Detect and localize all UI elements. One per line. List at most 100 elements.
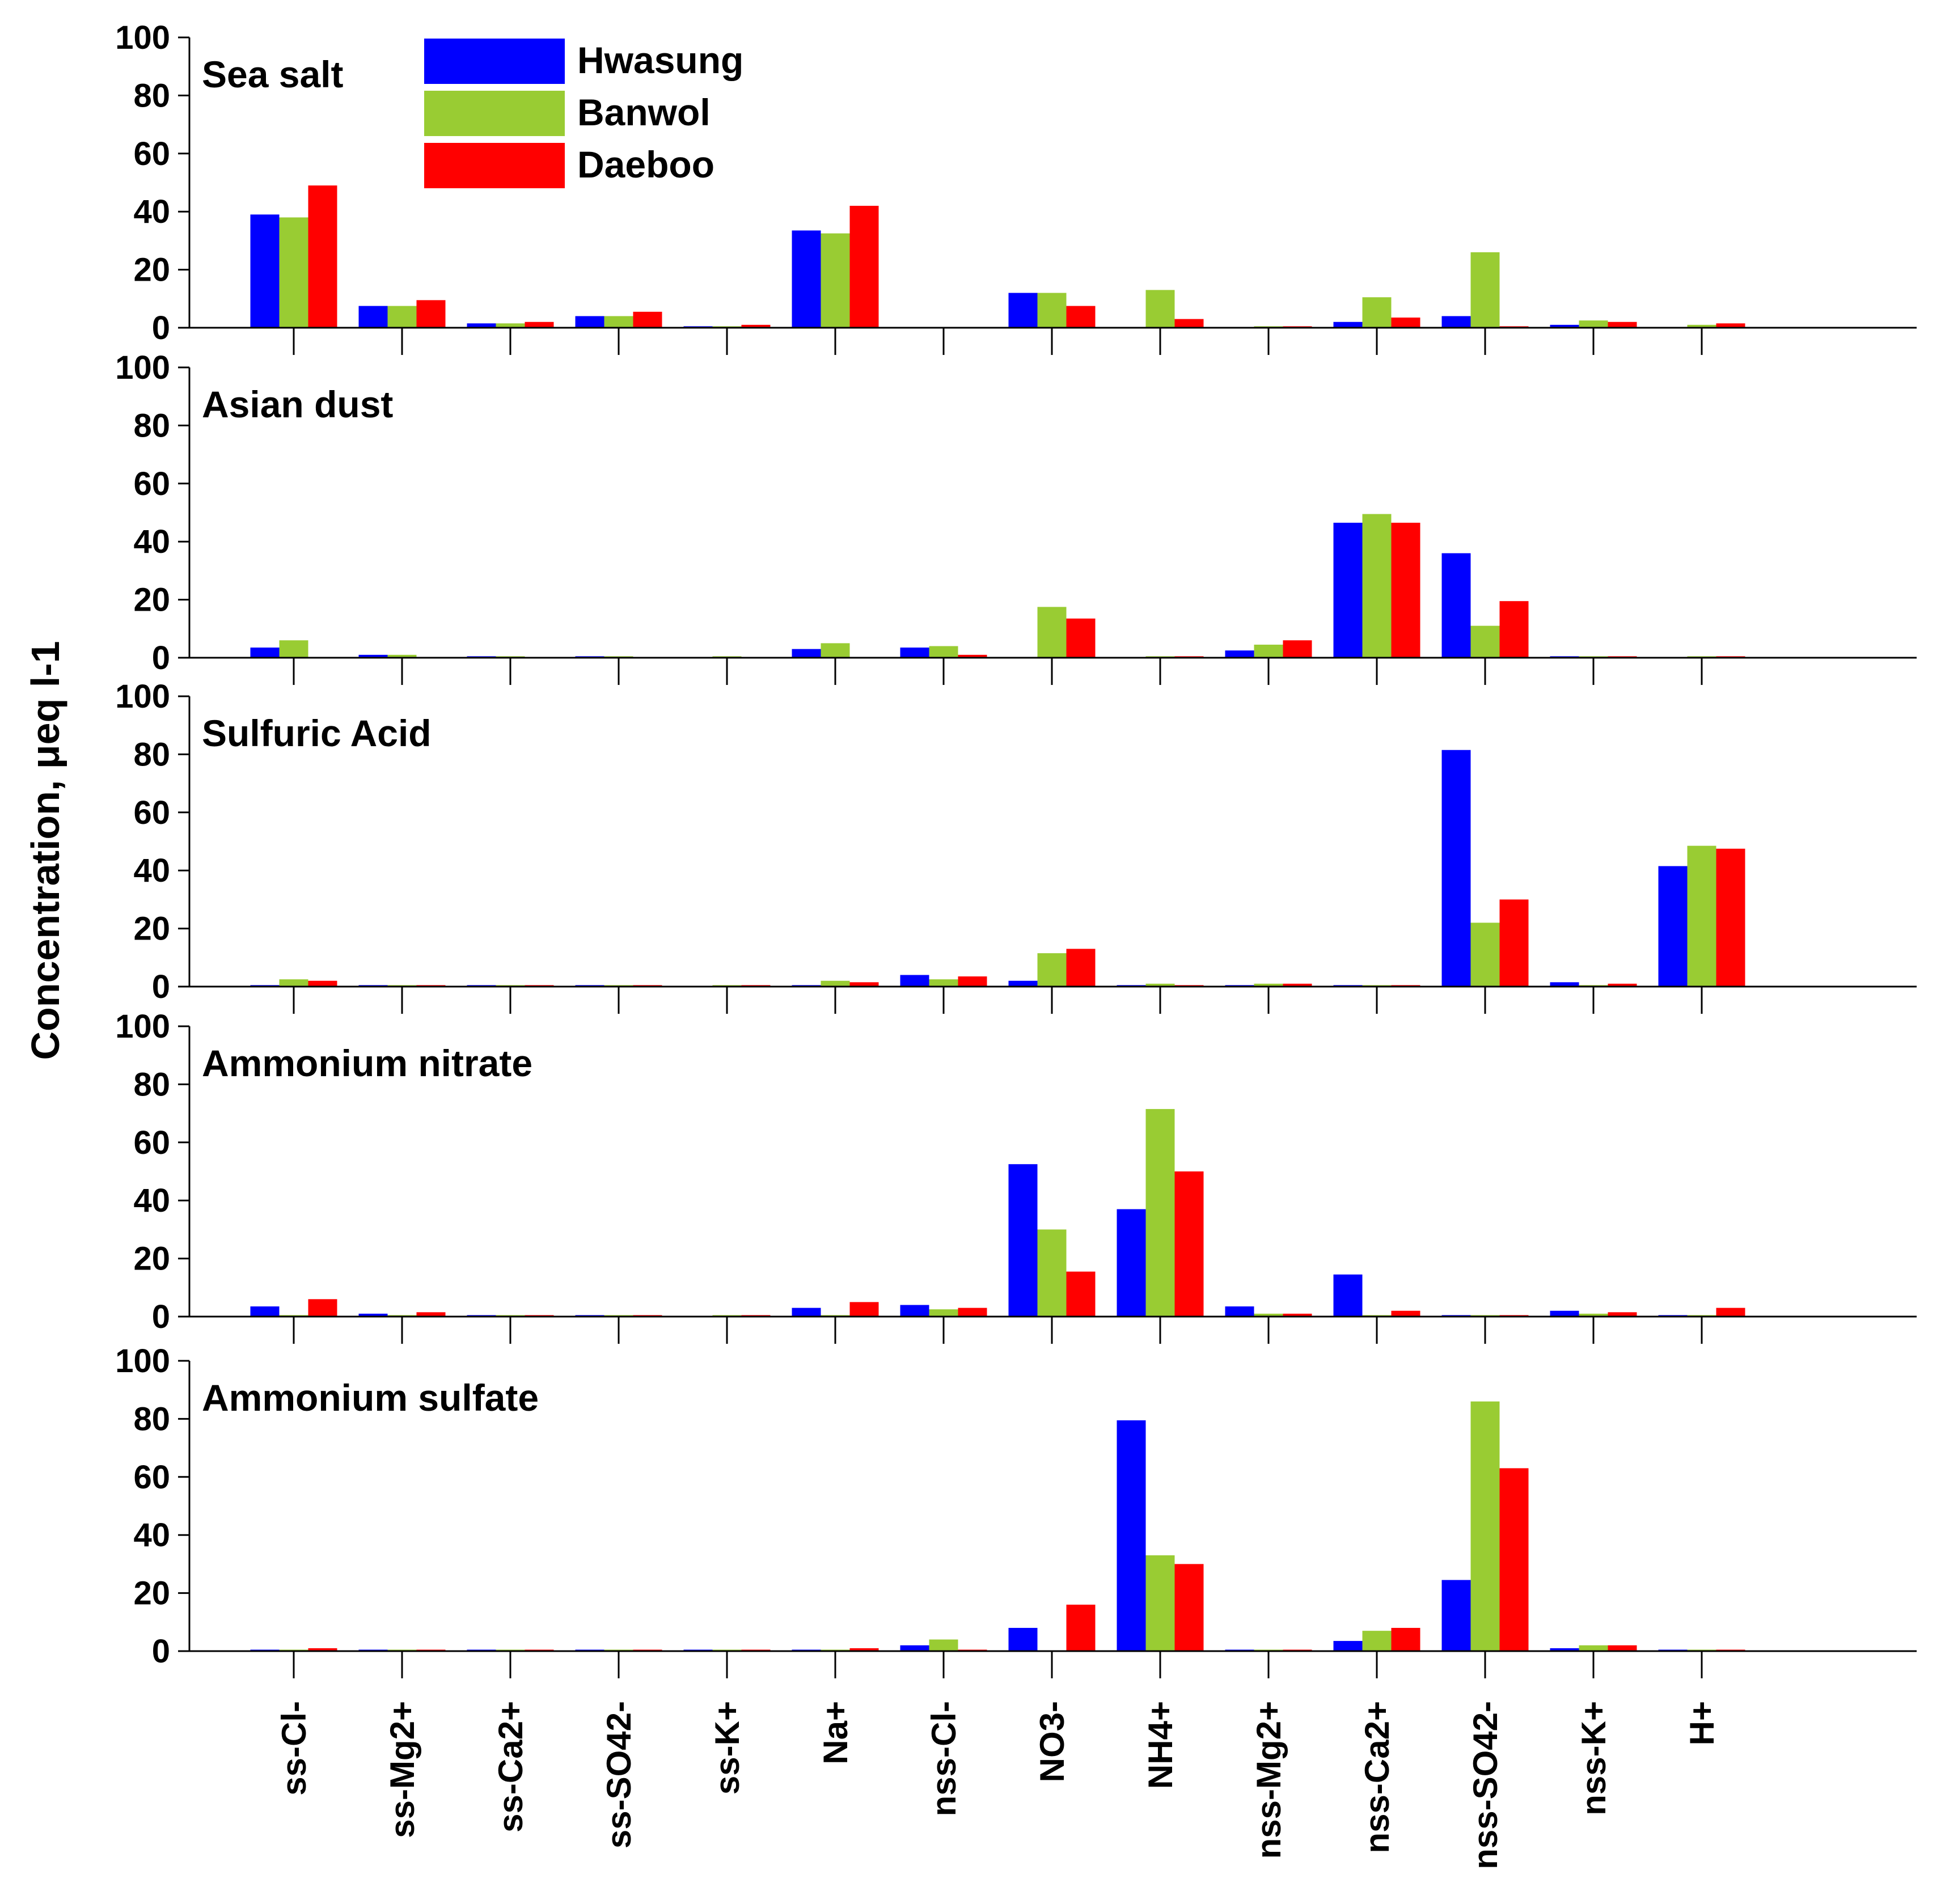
bar-daeboo-11 <box>1391 1310 1420 1317</box>
bar-banwol-11 <box>1362 1631 1392 1651</box>
bar-hwasung-7 <box>900 975 929 987</box>
bar-hwasung-12 <box>1441 553 1471 658</box>
bar-daeboo-8 <box>1066 306 1096 328</box>
bar-banwol-10 <box>1254 644 1283 658</box>
bar-hwasung-10 <box>1225 650 1254 658</box>
bar-hwasung-2 <box>358 306 388 328</box>
y-tick-label: 100 <box>115 19 170 56</box>
bar-hwasung-1 <box>250 648 280 658</box>
bar-hwasung-1 <box>250 1306 280 1317</box>
panel-4: 0 20 40 60 80 100 Ammonium nitrate <box>115 1008 1917 1344</box>
bar-hwasung-7 <box>900 1645 929 1651</box>
bar-daeboo-10 <box>1283 640 1312 658</box>
bar-daeboo-6 <box>849 205 879 328</box>
x-category-label: nss-SO42- <box>1466 1701 1504 1869</box>
y-tick-label: 20 <box>133 1575 170 1612</box>
bar-daeboo-9 <box>1174 1564 1204 1651</box>
panel-2: 0 20 40 60 80 100 Asian dust <box>115 349 1917 685</box>
bar-banwol-7 <box>929 646 958 658</box>
bar-hwasung-12 <box>1441 1580 1471 1651</box>
bar-daeboo-14 <box>1716 848 1745 987</box>
y-tick-label: 80 <box>133 736 170 773</box>
bar-hwasung-6 <box>792 1308 821 1317</box>
bar-daeboo-1 <box>308 1648 337 1651</box>
x-category-label: ss-Mg2+ <box>383 1701 421 1838</box>
x-category-label: ss-Ca2+ <box>492 1701 530 1833</box>
y-tick-label: 0 <box>152 1298 170 1335</box>
bar-hwasung-11 <box>1333 1641 1363 1651</box>
y-tick-label: 20 <box>133 1241 170 1277</box>
bar-hwasung-13 <box>1550 1648 1579 1651</box>
y-tick-label: 100 <box>115 1343 170 1380</box>
bar-hwasung-11 <box>1333 522 1363 658</box>
bar-daeboo-13 <box>1608 1312 1637 1317</box>
bar-hwasung-8 <box>1008 980 1038 987</box>
bar-banwol-1 <box>279 979 308 987</box>
bar-daeboo-6 <box>849 1302 879 1317</box>
bar-hwasung-13 <box>1550 324 1579 328</box>
legend-label-daeboo: Daeboo <box>577 143 714 185</box>
bar-banwol-6 <box>821 980 850 987</box>
bar-hwasung-6 <box>792 230 821 328</box>
bar-banwol-10 <box>1254 1313 1283 1317</box>
bar-banwol-4 <box>604 316 633 328</box>
y-tick-label: 0 <box>152 640 170 676</box>
bar-daeboo-5 <box>741 324 771 328</box>
y-tick-label: 60 <box>133 1459 170 1496</box>
panel-title: Ammonium nitrate <box>202 1042 532 1084</box>
bar-hwasung-10 <box>1225 1306 1254 1317</box>
bar-banwol-8 <box>1037 1229 1067 1317</box>
bar-hwasung-12 <box>1441 316 1471 328</box>
bar-daeboo-8 <box>1066 949 1096 987</box>
bar-banwol-8 <box>1037 293 1067 328</box>
bar-daeboo-1 <box>308 1299 337 1317</box>
bar-hwasung-12 <box>1441 750 1471 987</box>
y-tick-label: 20 <box>133 252 170 289</box>
y-tick-label: 0 <box>152 968 170 1005</box>
bar-banwol-6 <box>821 643 850 658</box>
bar-hwasung-11 <box>1333 321 1363 328</box>
bar-hwasung-8 <box>1008 1628 1038 1651</box>
bar-hwasung-3 <box>467 323 496 328</box>
bar-banwol-11 <box>1362 514 1392 658</box>
y-tick-label: 60 <box>133 466 170 502</box>
bar-banwol-9 <box>1145 1108 1175 1317</box>
y-tick-label: 100 <box>115 1008 170 1045</box>
panel-title: Sulfuric Acid <box>202 712 432 754</box>
bar-daeboo-13 <box>1608 1645 1637 1651</box>
y-tick-label: 80 <box>133 1066 170 1103</box>
bar-daeboo-14 <box>1716 323 1745 328</box>
bar-daeboo-11 <box>1391 1628 1420 1651</box>
x-category-label: H+ <box>1683 1701 1721 1745</box>
bar-daeboo-8 <box>1066 1271 1096 1317</box>
bar-daeboo-13 <box>1608 983 1637 987</box>
bar-daeboo-2 <box>416 1312 446 1317</box>
bar-banwol-1 <box>279 640 308 658</box>
bar-daeboo-3 <box>525 321 554 328</box>
legend-label-hwasung: Hwasung <box>577 39 743 81</box>
y-tick-label: 100 <box>115 678 170 715</box>
legend-label-banwol: Banwol <box>577 91 711 133</box>
bar-daeboo-7 <box>958 1308 987 1317</box>
panel-title: Sea salt <box>202 53 344 95</box>
y-tick-label: 0 <box>152 1633 170 1670</box>
bar-hwasung-9 <box>1117 1420 1146 1651</box>
bar-banwol-2 <box>387 654 417 658</box>
y-tick-label: 60 <box>133 794 170 831</box>
y-tick-label: 40 <box>133 523 170 560</box>
bar-hwasung-11 <box>1333 1274 1363 1317</box>
bar-daeboo-10 <box>1283 983 1312 987</box>
bar-daeboo-11 <box>1391 318 1420 328</box>
panel-1: 0 20 40 60 80 100 Sea salt <box>115 19 1917 355</box>
panel-title: Ammonium sulfate <box>202 1377 539 1419</box>
bar-banwol-11 <box>1362 297 1392 328</box>
bar-daeboo-10 <box>1283 1313 1312 1317</box>
bar-banwol-9 <box>1145 1555 1175 1651</box>
bar-banwol-12 <box>1470 1401 1500 1651</box>
y-tick-label: 80 <box>133 77 170 114</box>
x-category-label: nss-Ca2+ <box>1358 1701 1396 1853</box>
x-category-label: NH4+ <box>1141 1701 1179 1789</box>
x-category-label: ss-Cl- <box>275 1701 313 1796</box>
bar-banwol-6 <box>821 233 850 328</box>
